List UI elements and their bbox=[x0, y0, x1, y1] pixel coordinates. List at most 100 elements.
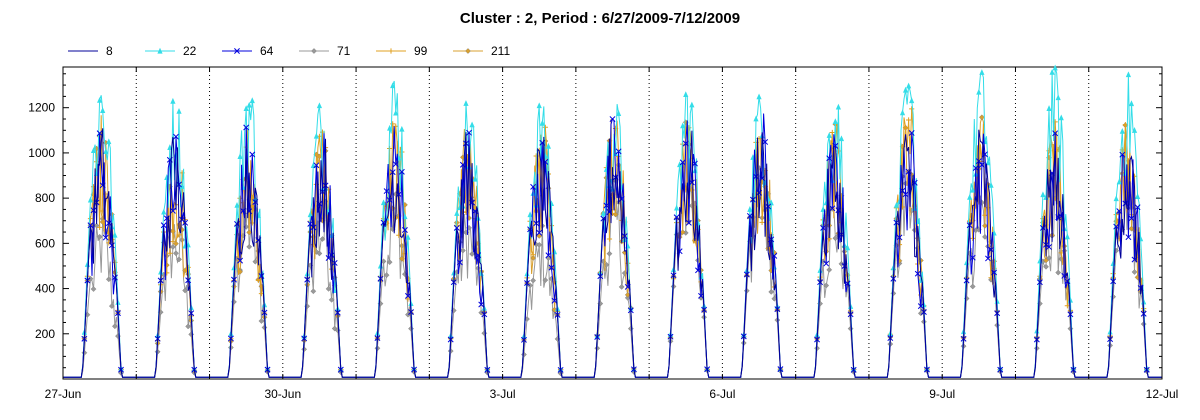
data-point bbox=[609, 116, 616, 122]
data-point bbox=[246, 101, 252, 108]
data-point bbox=[87, 215, 94, 222]
data-point bbox=[170, 244, 176, 250]
data-point bbox=[1052, 64, 1058, 71]
data-point bbox=[771, 295, 778, 302]
data-point bbox=[1049, 69, 1055, 75]
data-point bbox=[310, 288, 317, 295]
legend-item: 211 bbox=[453, 44, 510, 58]
data-point bbox=[454, 210, 460, 216]
data-point bbox=[161, 208, 167, 215]
data-point bbox=[1140, 321, 1147, 327]
data-point bbox=[624, 291, 631, 298]
data-point bbox=[530, 252, 536, 258]
data-point bbox=[176, 181, 182, 188]
data-point bbox=[1116, 208, 1123, 215]
data-point bbox=[90, 286, 97, 292]
data-point bbox=[970, 235, 976, 241]
x-tick-label: 9-Jul bbox=[929, 387, 955, 401]
data-point bbox=[1128, 100, 1135, 107]
data-point bbox=[97, 96, 103, 103]
data-point bbox=[313, 162, 320, 169]
data-point bbox=[594, 345, 601, 352]
data-point bbox=[1055, 269, 1062, 276]
data-point bbox=[1046, 255, 1052, 261]
data-point bbox=[398, 168, 405, 175]
data-point bbox=[176, 256, 182, 263]
data-point bbox=[906, 82, 912, 89]
data-point bbox=[982, 222, 988, 229]
data-point bbox=[185, 323, 192, 330]
legend-marker bbox=[311, 48, 317, 54]
data-point bbox=[255, 277, 261, 283]
legend-item: 64 bbox=[222, 44, 274, 58]
data-point bbox=[545, 252, 552, 259]
data-point bbox=[99, 182, 106, 189]
x-tick-label: 30-Jun bbox=[264, 387, 301, 401]
data-point bbox=[545, 142, 551, 149]
data-point bbox=[835, 103, 842, 110]
data-point bbox=[405, 234, 411, 240]
data-point bbox=[1064, 303, 1070, 309]
data-point bbox=[838, 135, 845, 142]
data-point bbox=[1064, 278, 1071, 285]
data-point bbox=[844, 280, 851, 287]
data-point bbox=[112, 259, 118, 265]
data-point bbox=[319, 236, 326, 242]
data-point bbox=[747, 206, 753, 212]
data-point bbox=[896, 234, 903, 241]
data-point bbox=[759, 219, 765, 226]
data-point bbox=[456, 259, 463, 266]
data-point bbox=[173, 250, 179, 257]
series-line-8 bbox=[63, 128, 1162, 378]
data-point bbox=[1046, 105, 1052, 111]
data-point bbox=[390, 121, 396, 127]
data-point bbox=[521, 351, 527, 358]
data-point bbox=[170, 239, 176, 245]
data-point bbox=[817, 267, 823, 273]
data-point bbox=[1134, 193, 1141, 199]
data-point bbox=[469, 121, 475, 128]
data-point bbox=[1058, 250, 1064, 256]
data-point bbox=[258, 318, 265, 324]
y-tick-label: 1000 bbox=[28, 146, 55, 160]
data-point bbox=[533, 201, 539, 208]
data-point bbox=[826, 266, 833, 273]
data-point bbox=[231, 264, 237, 271]
data-point bbox=[112, 231, 118, 238]
data-point bbox=[90, 207, 97, 214]
data-point bbox=[380, 199, 387, 206]
data-point bbox=[1046, 243, 1053, 250]
data-point bbox=[102, 234, 109, 241]
data-point bbox=[240, 184, 246, 190]
data-point bbox=[988, 182, 994, 188]
data-point bbox=[481, 330, 488, 337]
data-point bbox=[994, 297, 1000, 304]
x-tick-label: 3-Jul bbox=[490, 387, 516, 401]
data-point bbox=[1043, 263, 1049, 270]
legend-item: 22 bbox=[145, 44, 197, 58]
data-point bbox=[844, 244, 851, 251]
data-point bbox=[90, 147, 97, 154]
legend-item: 99 bbox=[376, 44, 428, 58]
data-point bbox=[246, 229, 253, 236]
data-point bbox=[249, 97, 255, 104]
data-point bbox=[606, 236, 613, 242]
data-point bbox=[111, 274, 118, 281]
legend-label: 99 bbox=[414, 44, 428, 58]
data-point bbox=[615, 148, 622, 155]
data-point bbox=[182, 287, 188, 294]
data-point bbox=[890, 264, 896, 271]
legend-marker bbox=[157, 47, 163, 54]
data-point bbox=[246, 243, 253, 250]
x-tick-label: 12-Jul bbox=[1146, 387, 1179, 401]
data-point bbox=[832, 118, 838, 125]
data-point bbox=[530, 183, 537, 190]
data-point bbox=[1125, 234, 1132, 241]
data-point bbox=[979, 114, 985, 121]
data-point bbox=[746, 212, 753, 219]
data-point bbox=[383, 203, 390, 209]
data-point bbox=[105, 276, 112, 283]
data-point bbox=[893, 202, 900, 208]
data-point bbox=[524, 270, 530, 277]
